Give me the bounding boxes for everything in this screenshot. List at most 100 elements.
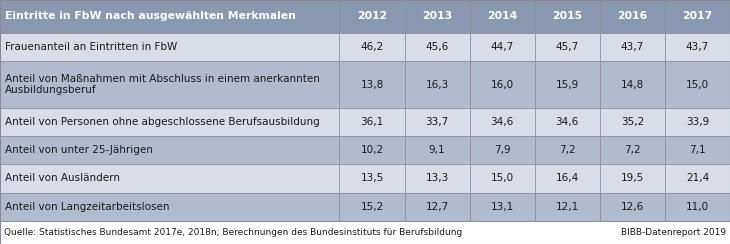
Bar xyxy=(534,164,600,193)
Text: 43,7: 43,7 xyxy=(685,42,709,52)
Text: 7,9: 7,9 xyxy=(494,145,510,155)
Bar xyxy=(469,108,534,136)
Text: Anteil von Maßnahmen mit Abschluss in einem anerkannten
Ausbildungsberuf: Anteil von Maßnahmen mit Abschluss in ei… xyxy=(5,74,320,95)
Bar xyxy=(600,193,665,221)
Text: 15,0: 15,0 xyxy=(686,80,709,90)
Bar xyxy=(0,136,339,164)
Text: 13,3: 13,3 xyxy=(426,173,449,183)
Bar xyxy=(339,33,404,61)
Text: 36,1: 36,1 xyxy=(361,117,384,127)
Bar xyxy=(404,61,469,108)
Text: 2017: 2017 xyxy=(683,11,712,21)
Text: BIBB-Datenreport 2019: BIBB-Datenreport 2019 xyxy=(621,228,726,237)
Bar xyxy=(665,108,730,136)
Text: 45,7: 45,7 xyxy=(556,42,579,52)
Bar xyxy=(404,33,469,61)
Bar xyxy=(534,0,600,33)
Bar xyxy=(0,108,339,136)
Bar xyxy=(339,0,404,33)
Bar xyxy=(665,164,730,193)
Text: Quelle: Statistisches Bundesamt 2017e, 2018n; Berechnungen des Bundesinstituts f: Quelle: Statistisches Bundesamt 2017e, 2… xyxy=(4,228,462,237)
Text: 10,2: 10,2 xyxy=(361,145,383,155)
Bar xyxy=(534,193,600,221)
Text: 2012: 2012 xyxy=(357,11,387,21)
Bar xyxy=(469,33,534,61)
Text: 7,2: 7,2 xyxy=(559,145,575,155)
Text: 33,7: 33,7 xyxy=(426,117,449,127)
Text: 7,1: 7,1 xyxy=(689,145,706,155)
Text: Anteil von unter 25-Jährigen: Anteil von unter 25-Jährigen xyxy=(5,145,153,155)
Text: 34,6: 34,6 xyxy=(491,117,514,127)
Text: 2015: 2015 xyxy=(552,11,583,21)
Bar xyxy=(600,0,665,33)
Text: 13,8: 13,8 xyxy=(361,80,384,90)
Text: Anteil von Ausländern: Anteil von Ausländern xyxy=(5,173,120,183)
Text: 33,9: 33,9 xyxy=(685,117,709,127)
Bar xyxy=(0,221,730,244)
Text: 34,6: 34,6 xyxy=(556,117,579,127)
Bar xyxy=(404,193,469,221)
Bar xyxy=(404,0,469,33)
Bar xyxy=(665,0,730,33)
Bar xyxy=(0,33,339,61)
Text: 13,5: 13,5 xyxy=(361,173,384,183)
Bar xyxy=(0,61,339,108)
Bar xyxy=(665,136,730,164)
Bar xyxy=(665,61,730,108)
Bar xyxy=(665,33,730,61)
Bar xyxy=(600,108,665,136)
Text: 45,6: 45,6 xyxy=(426,42,449,52)
Text: 15,9: 15,9 xyxy=(556,80,579,90)
Bar xyxy=(534,108,600,136)
Text: 13,1: 13,1 xyxy=(491,202,514,212)
Text: 16,3: 16,3 xyxy=(426,80,449,90)
Bar xyxy=(339,61,404,108)
Text: 15,0: 15,0 xyxy=(491,173,514,183)
Text: 12,1: 12,1 xyxy=(556,202,579,212)
Bar xyxy=(0,0,339,33)
Bar xyxy=(0,164,339,193)
Bar xyxy=(404,164,469,193)
Bar xyxy=(404,136,469,164)
Text: Anteil von Langzeitarbeitslosen: Anteil von Langzeitarbeitslosen xyxy=(5,202,169,212)
Text: 9,1: 9,1 xyxy=(429,145,445,155)
Bar xyxy=(404,108,469,136)
Bar xyxy=(339,164,404,193)
Bar xyxy=(600,33,665,61)
Text: 46,2: 46,2 xyxy=(361,42,384,52)
Bar xyxy=(469,0,534,33)
Bar xyxy=(469,61,534,108)
Text: 7,2: 7,2 xyxy=(624,145,641,155)
Text: Anteil von Personen ohne abgeschlossene Berufsausbildung: Anteil von Personen ohne abgeschlossene … xyxy=(5,117,320,127)
Bar xyxy=(469,193,534,221)
Text: Eintritte in FbW nach ausgewählten Merkmalen: Eintritte in FbW nach ausgewählten Merkm… xyxy=(5,11,296,21)
Text: 2013: 2013 xyxy=(422,11,452,21)
Bar xyxy=(534,61,600,108)
Text: 35,2: 35,2 xyxy=(620,117,644,127)
Text: 44,7: 44,7 xyxy=(491,42,514,52)
Bar xyxy=(600,164,665,193)
Text: 2016: 2016 xyxy=(618,11,648,21)
Text: 2014: 2014 xyxy=(487,11,518,21)
Bar xyxy=(0,193,339,221)
Text: 19,5: 19,5 xyxy=(620,173,644,183)
Text: 21,4: 21,4 xyxy=(685,173,709,183)
Text: 16,0: 16,0 xyxy=(491,80,514,90)
Text: 16,4: 16,4 xyxy=(556,173,579,183)
Bar xyxy=(339,108,404,136)
Bar xyxy=(339,193,404,221)
Bar xyxy=(600,136,665,164)
Bar xyxy=(469,136,534,164)
Bar xyxy=(665,193,730,221)
Text: 12,7: 12,7 xyxy=(426,202,449,212)
Text: 14,8: 14,8 xyxy=(620,80,644,90)
Bar xyxy=(534,33,600,61)
Text: 15,2: 15,2 xyxy=(361,202,384,212)
Bar xyxy=(469,164,534,193)
Bar xyxy=(600,61,665,108)
Text: 12,6: 12,6 xyxy=(620,202,644,212)
Text: Frauenanteil an Eintritten in FbW: Frauenanteil an Eintritten in FbW xyxy=(5,42,177,52)
Text: 43,7: 43,7 xyxy=(620,42,644,52)
Bar xyxy=(339,136,404,164)
Text: 11,0: 11,0 xyxy=(686,202,709,212)
